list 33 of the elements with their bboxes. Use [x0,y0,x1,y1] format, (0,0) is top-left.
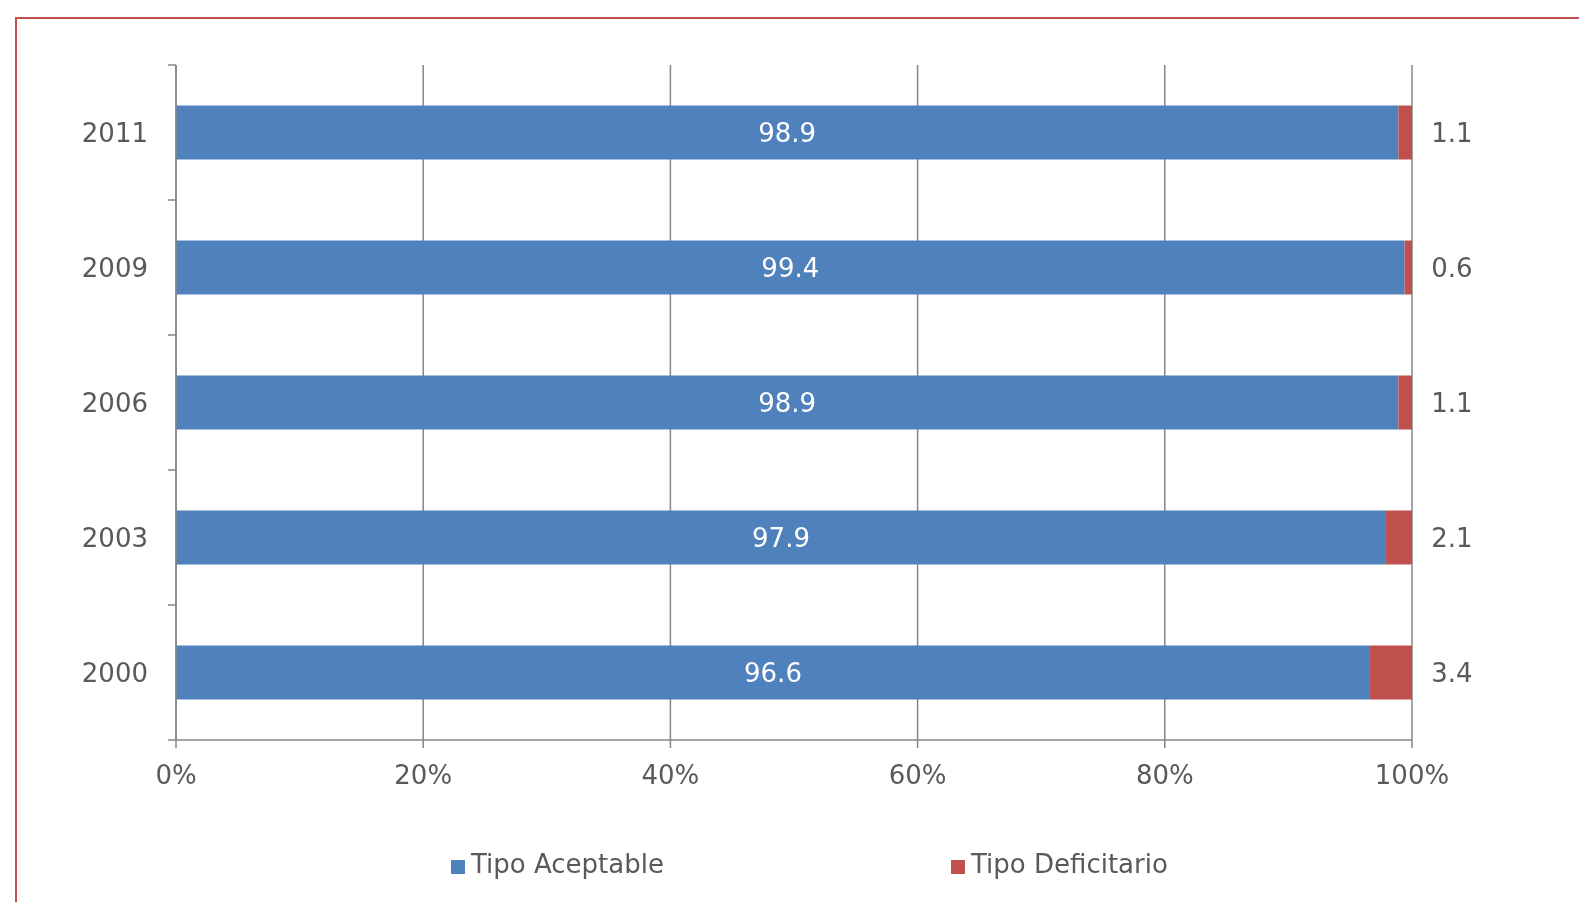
x-tick-label: 80% [1135,760,1194,790]
data-label: 98.9 [758,117,817,148]
bar [1386,510,1412,565]
data-label: 1.1 [1431,117,1473,148]
data-label: 0.6 [1431,252,1473,283]
data-label: 99.4 [761,252,820,283]
x-tick-label: 60% [888,760,947,790]
y-tick-label: 2000 [81,657,148,688]
bar [1398,375,1412,430]
bar [176,645,1370,700]
y-tick-label: 2006 [81,387,148,418]
bar [1369,645,1412,700]
legend-label: Tipo Deficitario [970,849,1168,880]
data-label: 98.9 [758,387,817,418]
data-label: 3.4 [1431,657,1473,688]
bar [176,240,1405,295]
data-label: 1.1 [1431,387,1473,418]
bar [1398,105,1412,160]
bar [1404,240,1412,295]
bar [176,375,1399,430]
y-tick-label: 2003 [81,522,148,553]
x-tick-label: 20% [394,760,453,790]
y-tick-label: 2009 [81,252,148,283]
y-tick-label: 2011 [81,117,148,148]
bar [176,105,1399,160]
data-label: 97.9 [752,522,810,553]
data-label: 96.6 [744,657,802,688]
x-tick-label: 100% [1374,760,1450,790]
legend-label: Tipo Aceptable [470,849,664,880]
x-tick-label: 0% [155,760,197,790]
x-tick-label: 40% [641,760,700,790]
bar [176,510,1387,565]
data-label: 2.1 [1431,522,1473,553]
